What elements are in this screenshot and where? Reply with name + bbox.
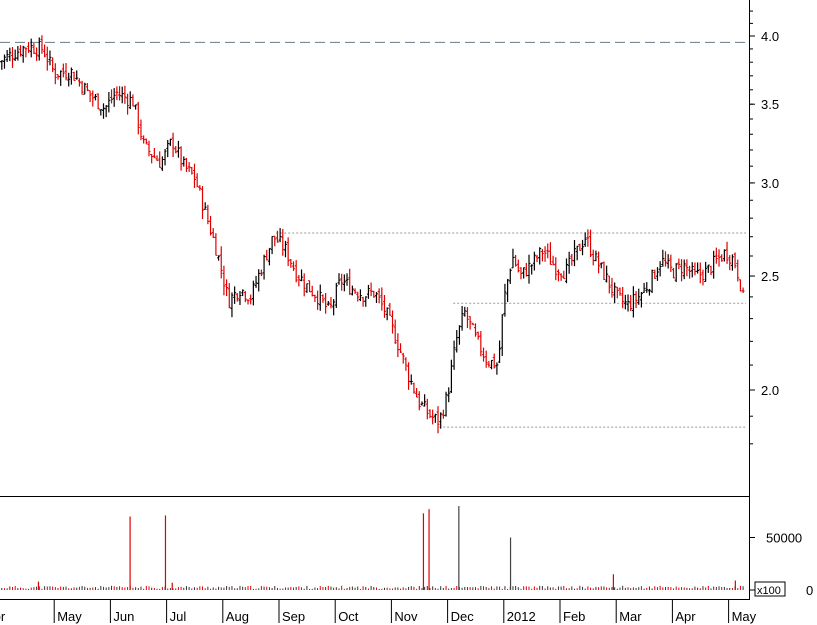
month-label: May: [732, 609, 757, 624]
month-label: Apr: [0, 609, 6, 624]
month-label: Feb: [563, 609, 585, 624]
month-label: Sep: [282, 609, 305, 624]
volume-multiplier-label: x100: [757, 585, 781, 597]
month-label: Dec: [451, 609, 475, 624]
month-label: Oct: [338, 609, 359, 624]
month-label: Mar: [619, 609, 642, 624]
month-label: Apr: [675, 609, 696, 624]
month-label: Nov: [394, 609, 418, 624]
price-y-axis: 4.0 3.5 3.0 2.5 2.0: [749, 10, 779, 445]
month-label: Aug: [226, 609, 249, 624]
volume-tick-label: 0: [806, 583, 813, 598]
price-tick-label: 3.5: [761, 97, 779, 112]
month-label: Jul: [170, 609, 187, 624]
month-label: 2012: [507, 609, 536, 624]
volume-y-axis: 50000 0: [749, 531, 813, 598]
month-label: May: [57, 609, 82, 624]
x-axis-months: Apr May Jun Jul Aug Sep Oct Nov Dec 2012 Feb Mar Apr…: [0, 599, 757, 624]
price-tick-label: 2.5: [761, 269, 779, 284]
price-tick-label: 2.0: [761, 383, 779, 398]
price-tick-label: 3.0: [761, 176, 779, 191]
volume-tick-label: 50000: [766, 531, 802, 546]
month-label: Jun: [113, 609, 134, 624]
price-candles: [0, 35, 745, 434]
price-tick-label: 4.0: [761, 29, 779, 44]
volume-bars: [1, 506, 744, 590]
reference-lines: [0, 41, 746, 428]
